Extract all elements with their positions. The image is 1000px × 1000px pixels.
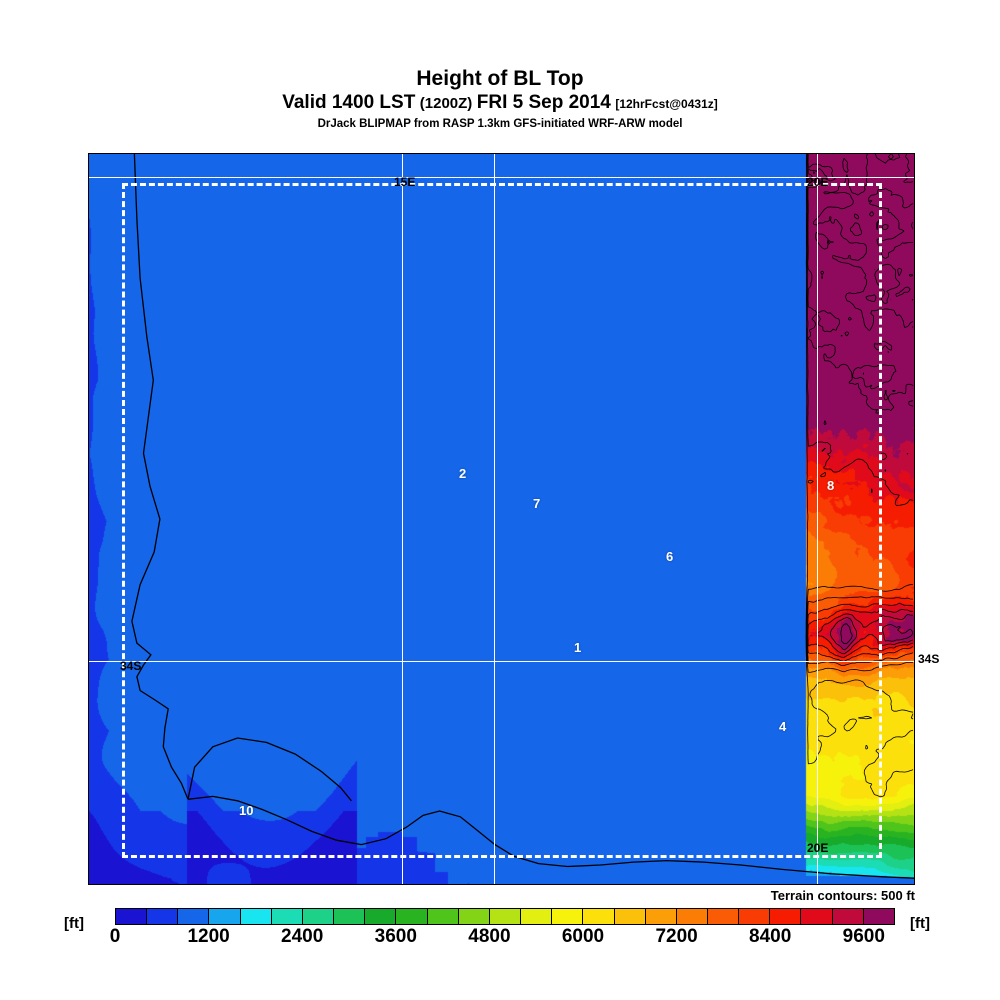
colorbar-tick-labels: 0 1200 2400 3600 4800 6000 7200 8400 9600 bbox=[0, 926, 1000, 950]
title-block: Height of BL Top Valid 1400 LST (1200Z) … bbox=[0, 0, 1000, 131]
graticule-meridian-0 bbox=[402, 154, 403, 884]
colorbar-swatch-16 bbox=[614, 909, 646, 924]
graticule-meridian-1 bbox=[494, 154, 495, 884]
colorbar-swatches bbox=[115, 908, 895, 925]
colorbar-swatch-23 bbox=[832, 909, 864, 924]
colorbar-unit-left: [ft] bbox=[64, 915, 84, 932]
valid-date: FRI 5 Sep 2014 bbox=[476, 92, 611, 113]
colorbar-swatch-14 bbox=[552, 909, 584, 924]
graticule-parallel-0 bbox=[89, 177, 914, 178]
colorbar-swatch-5 bbox=[271, 909, 303, 924]
station-marker-1: 1 bbox=[574, 640, 582, 655]
terrain-heatmap bbox=[89, 154, 914, 884]
terrain-contour-note: Terrain contours: 500 ft bbox=[770, 888, 915, 903]
colorbar-tick-1200: 1200 bbox=[187, 926, 230, 947]
colorbar-swatch-12 bbox=[489, 909, 522, 924]
colorbar-tick-9600: 9600 bbox=[842, 926, 885, 947]
colorbar-swatch-18 bbox=[676, 909, 708, 924]
colorbar-swatch-7 bbox=[334, 909, 366, 924]
colorbar-swatch-15 bbox=[583, 909, 615, 924]
colorbar-swatch-3 bbox=[209, 909, 241, 924]
terrain-contour-lines bbox=[805, 154, 914, 798]
colorbar-swatch-13 bbox=[521, 909, 553, 924]
colorbar-swatch-6 bbox=[302, 909, 335, 924]
colorbar-swatch-24 bbox=[863, 909, 894, 924]
colorbar-swatch-1 bbox=[147, 909, 179, 924]
forecast-tag: [12hrFcst@0431z] bbox=[615, 97, 718, 111]
valid-prefix: Valid 1400 LST bbox=[282, 92, 416, 113]
colorbar-unit-right: [ft] bbox=[910, 915, 930, 932]
colorbar-swatch-0 bbox=[116, 909, 148, 924]
model-credit: DrJack BLIPMAP from RASP 1.3km GFS-initi… bbox=[317, 118, 683, 130]
page-title: Height of BL Top bbox=[416, 67, 584, 90]
grid-label-20E-1: 20E bbox=[807, 175, 829, 189]
colorbar-tick-2400: 2400 bbox=[281, 926, 324, 947]
valid-time-line: Valid 1400 LST (1200Z) FRI 5 Sep 2014 [1… bbox=[0, 93, 1000, 114]
grid-label-15E-0: 15E bbox=[394, 175, 416, 189]
colorbar-tick-6000: 6000 bbox=[561, 926, 605, 947]
colorbar-swatch-9 bbox=[396, 909, 428, 924]
valid-utc: (1200Z) bbox=[419, 95, 473, 112]
colorbar-swatch-4 bbox=[240, 909, 272, 924]
graticule-meridian-2 bbox=[817, 154, 818, 884]
colorbar-tick-0: 0 bbox=[109, 926, 121, 947]
colorbar-swatch-20 bbox=[739, 909, 771, 924]
axis-label-34S-0: 34S bbox=[918, 652, 940, 666]
domain-boundary-rect bbox=[122, 183, 882, 858]
coastline bbox=[131, 154, 914, 879]
colorbar-swatch-17 bbox=[645, 909, 677, 924]
colorbar-tick-4800: 4800 bbox=[468, 926, 511, 947]
colorbar-swatch-19 bbox=[707, 909, 740, 924]
station-marker-8: 8 bbox=[827, 478, 835, 493]
colorbar-swatch-21 bbox=[770, 909, 802, 924]
grid-label-34S-3: 34S bbox=[120, 659, 142, 673]
grid-label-20E-2: 20E bbox=[807, 841, 829, 855]
colorbar-tick-7200: 7200 bbox=[655, 926, 698, 947]
colorbar-swatch-10 bbox=[427, 909, 459, 924]
colorbar-swatch-2 bbox=[178, 909, 210, 924]
graticule-parallel-1 bbox=[89, 661, 914, 662]
station-marker-2: 2 bbox=[459, 466, 467, 481]
station-marker-10: 10 bbox=[239, 803, 254, 818]
colorbar-swatch-22 bbox=[801, 909, 833, 924]
colorbar: [ft] 0 1200 2400 3600 4800 6000 7200 8400 9600 [… bbox=[0, 905, 1000, 953]
station-marker-4: 4 bbox=[779, 719, 787, 734]
colorbar-swatch-8 bbox=[365, 909, 397, 924]
map-panel[interactable]: 15E 20E 20E 34S 2 7 6 8 1 4 10 bbox=[88, 153, 915, 885]
station-marker-6: 6 bbox=[666, 549, 674, 564]
colorbar-tick-8400: 8400 bbox=[749, 926, 792, 947]
colorbar-swatch-11 bbox=[458, 909, 490, 924]
station-marker-7: 7 bbox=[533, 496, 541, 511]
colorbar-tick-3600: 3600 bbox=[374, 926, 417, 947]
contour-and-coastline-overlay bbox=[131, 154, 914, 879]
